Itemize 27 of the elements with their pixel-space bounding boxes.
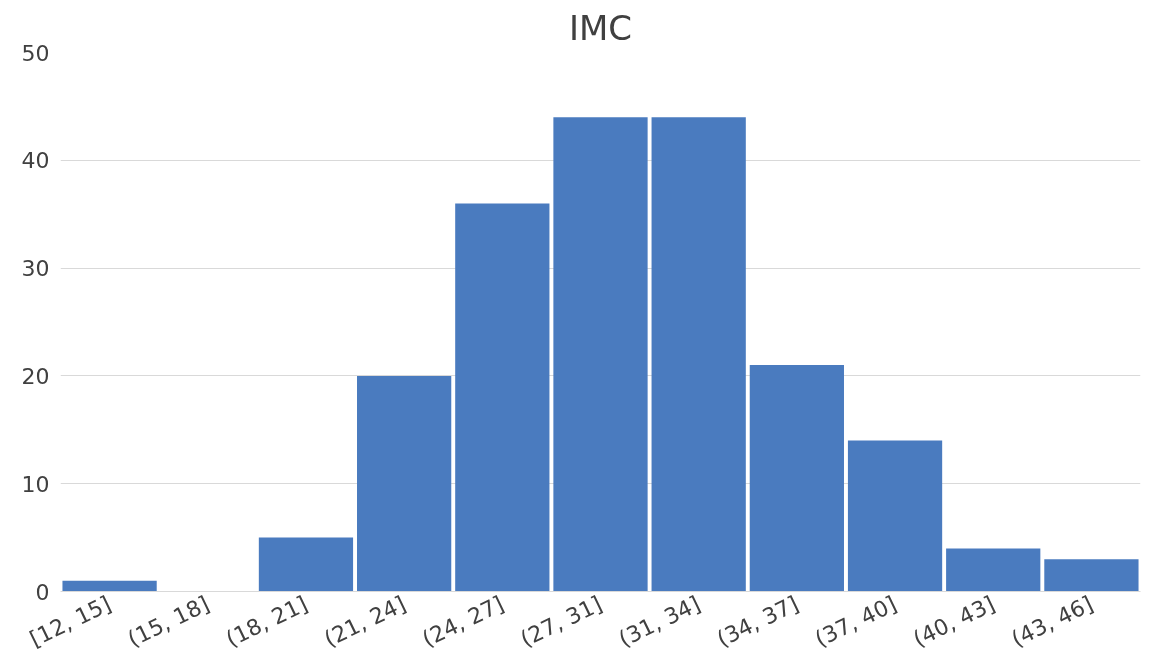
- bar: [1044, 559, 1139, 592]
- bar: [749, 365, 844, 592]
- x-tick-label: (27, 31]: [516, 591, 606, 652]
- bar: [847, 440, 943, 592]
- x-tick-label: (24, 27]: [418, 591, 508, 652]
- x-tick-label: (31, 34]: [614, 591, 705, 652]
- y-tick-label: 10: [21, 471, 50, 497]
- y-tick-label: 40: [21, 148, 50, 174]
- x-tick-label: (37, 40]: [811, 591, 901, 652]
- y-tick-label: 50: [21, 40, 50, 66]
- bar: [946, 548, 1041, 592]
- x-tick-label: (43, 46]: [1007, 591, 1097, 652]
- bar: [62, 580, 157, 592]
- bar: [553, 117, 648, 592]
- y-tick-label: 20: [21, 363, 50, 389]
- bar: [455, 203, 550, 592]
- y-tick-label: 0: [35, 579, 50, 605]
- bar: [258, 537, 354, 592]
- x-tick-label: (34, 37]: [712, 591, 803, 652]
- bar: [357, 375, 452, 592]
- chart-title: IMC: [568, 7, 633, 48]
- x-tick-label: (15, 18]: [123, 591, 214, 652]
- bar: [651, 117, 746, 592]
- x-tick-label: (18, 21]: [222, 591, 312, 652]
- y-tick-label: 30: [21, 256, 50, 282]
- x-tick-label: (40, 43]: [909, 591, 999, 652]
- x-tick-label: (21, 24]: [320, 591, 410, 652]
